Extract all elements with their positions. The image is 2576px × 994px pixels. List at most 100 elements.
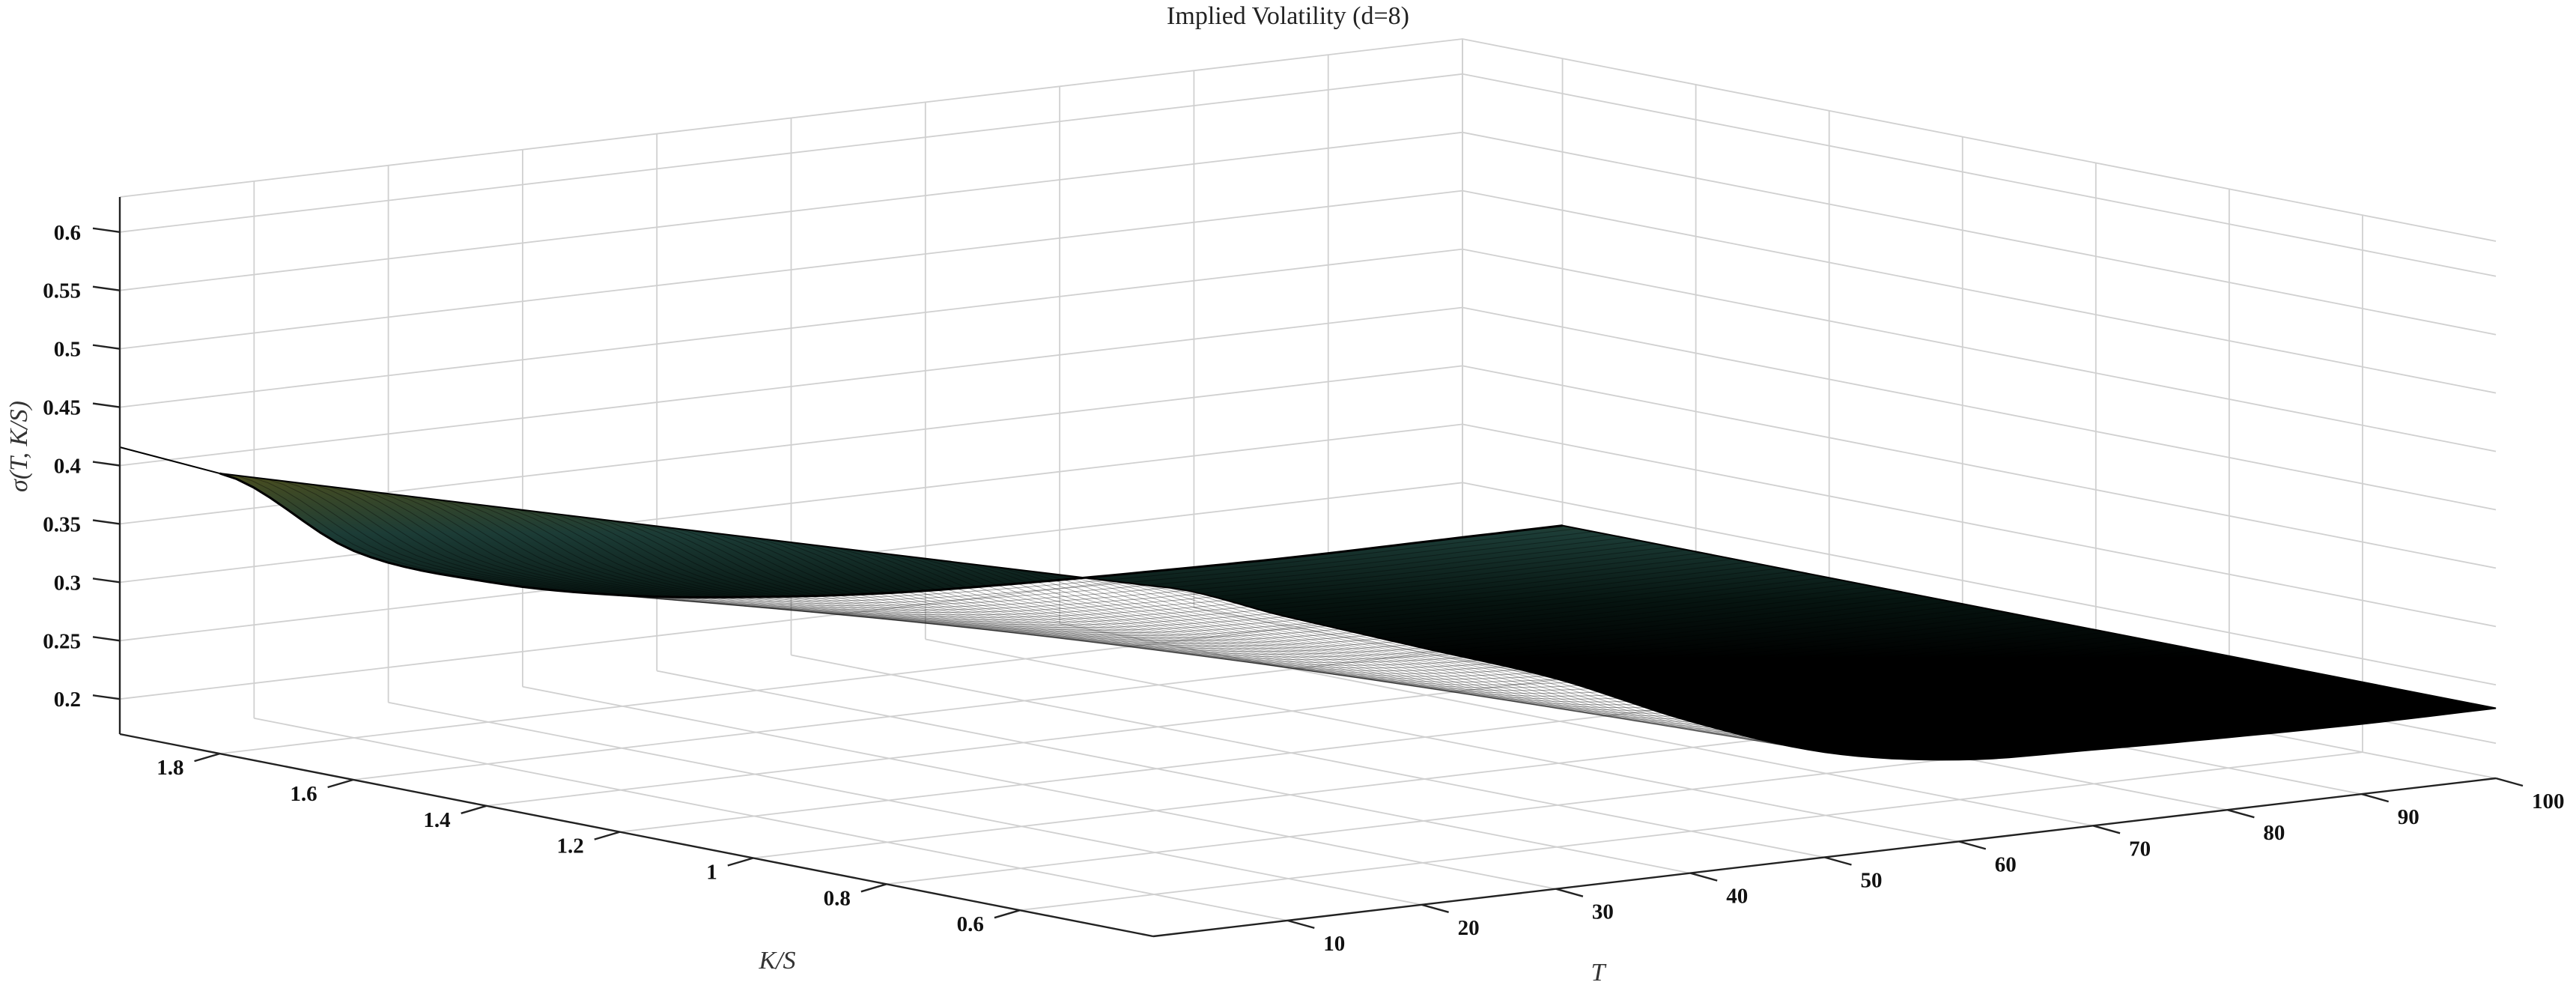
z-tick-label: 0.2: [54, 688, 81, 712]
z-tick: [92, 519, 121, 525]
x-tick: [1824, 856, 1852, 866]
x-tick-label: 40: [1726, 885, 1748, 909]
x-tick: [1555, 888, 1584, 897]
x-tick: [1287, 919, 1315, 930]
axis-labels: σ(T, K/S) K/S T: [5, 401, 1607, 987]
y-tick: [194, 752, 220, 763]
y-tick: [727, 857, 754, 867]
z-tick: [92, 694, 121, 700]
y-tick-label: 1.6: [290, 782, 317, 806]
z-tick-label: 0.3: [54, 571, 81, 595]
chart-title: Implied Volatility (d=8): [1167, 2, 1409, 30]
grid-line: [119, 306, 2497, 511]
z-tick-label: 0.45: [43, 396, 81, 420]
surface-mesh-line: [235, 475, 1579, 600]
surface-mesh-line: [1106, 580, 2449, 752]
surface-mesh-line: [359, 490, 1703, 618]
z-tick-label: 0.4: [54, 455, 81, 479]
surface-mesh-line: [1090, 578, 2434, 749]
surface-mesh-line: [702, 531, 2045, 677]
y-tick-label: 1.8: [157, 756, 183, 780]
y-tick-label: 0.6: [957, 912, 984, 936]
z-tick: [92, 285, 121, 291]
grid-line: [254, 718, 1288, 921]
surface-mesh-line: [842, 548, 2185, 703]
surface-mesh-line: [577, 516, 1921, 655]
z-axis-label: σ(T, K/S): [5, 401, 33, 492]
y-tick-label: 1.4: [423, 808, 450, 832]
surface-edge: [219, 472, 1563, 598]
grid-line: [119, 190, 2497, 394]
surface-mesh-line: [888, 554, 2232, 712]
surface-mesh-line: [530, 510, 1874, 647]
z-tick: [92, 227, 121, 233]
surface-mesh-line: [1012, 569, 2357, 734]
y-axis-line: [119, 733, 1154, 938]
surface-mesh-line: [670, 527, 2014, 671]
x-tick-label: 60: [1995, 852, 2017, 876]
z-tick-label: 0.55: [43, 279, 81, 303]
y-tick: [594, 831, 621, 840]
surface-edge: [119, 446, 220, 475]
x-tick: [2227, 809, 2255, 819]
y-tick-label: 1.2: [556, 834, 583, 858]
y-tick: [327, 778, 353, 789]
grid-line: [119, 38, 2497, 242]
surface-mesh-line: [390, 494, 1734, 623]
surface-mesh-line: [904, 555, 2247, 714]
z-tick: [92, 636, 121, 642]
grid-lines: [119, 38, 2497, 921]
grid-line: [1019, 751, 2363, 912]
z-tick: [92, 578, 121, 584]
surface-mesh-line: [608, 520, 1951, 661]
surface-mesh-line: [873, 551, 2217, 709]
z-tick: [92, 402, 121, 408]
grid-line: [925, 638, 1959, 843]
surface-mesh-line: [422, 497, 1765, 628]
surface-mesh-line: [686, 529, 2029, 674]
surface-mesh-line: [997, 566, 2341, 731]
surface-mesh-line: [982, 565, 2325, 729]
surface-mesh-line: [764, 539, 2107, 688]
grid-line: [119, 131, 2497, 336]
x-tick: [1689, 872, 1718, 882]
x-tick-label: 30: [1592, 900, 1614, 924]
x-tick-label: 80: [2263, 821, 2285, 845]
x-tick-label: 100: [2532, 790, 2565, 813]
surface-mesh-line: [810, 544, 2154, 697]
z-tick: [92, 344, 121, 350]
surface-mesh-line: [592, 518, 1936, 658]
x-tick: [1421, 903, 1449, 913]
grid-line: [791, 654, 1825, 858]
x-tick-label: 10: [1323, 932, 1345, 956]
surface-mesh-line: [515, 509, 1859, 644]
surface-mesh-line: [437, 499, 1781, 631]
surface-mesh-line: [453, 501, 1796, 634]
y-axis-label: K/S: [758, 947, 795, 975]
surface-mesh-line: [640, 524, 1983, 666]
x-tick: [2361, 793, 2390, 803]
x-tick-label: 50: [1861, 869, 1883, 893]
surface-mesh-line: [655, 525, 1999, 669]
y-tick: [860, 883, 887, 893]
y-tick-label: 1: [706, 860, 717, 884]
grid-line: [657, 670, 1691, 874]
y-tick-label: 0.8: [824, 886, 851, 910]
grid-line: [119, 73, 2497, 277]
surface-mesh-line: [406, 495, 1749, 625]
surface-mesh-line: [717, 533, 2061, 680]
x-tick-label: 70: [2129, 837, 2151, 861]
z-tick-label: 0.6: [54, 221, 81, 245]
x-tick: [2092, 825, 2121, 834]
surface-mesh-line: [935, 559, 2279, 720]
surface-mesh-line: [920, 557, 2263, 717]
x-tick: [1958, 840, 1987, 850]
grid-line: [388, 701, 1422, 906]
x-tick-label: 20: [1458, 916, 1480, 940]
z-tick: [92, 461, 121, 467]
x-tick-label: 90: [2398, 805, 2419, 829]
x-tick: [2495, 777, 2524, 787]
grid-line: [1059, 622, 2094, 827]
